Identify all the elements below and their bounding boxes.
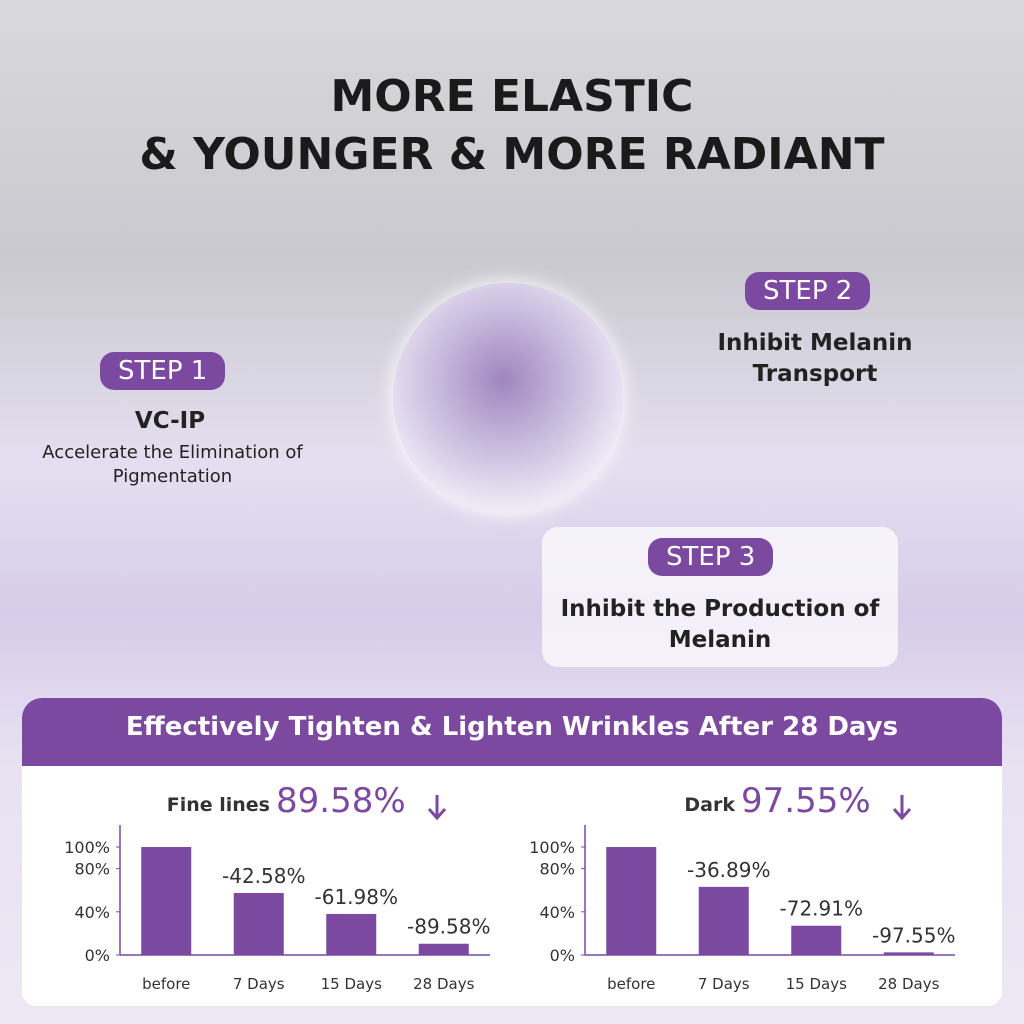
bar — [606, 847, 657, 955]
bar — [326, 913, 377, 955]
bar — [791, 925, 842, 955]
step-title: VC-IP — [134, 408, 206, 434]
bar — [418, 943, 469, 955]
x-tick-label: 28 Days — [878, 975, 939, 993]
bar — [233, 892, 284, 955]
bar — [698, 886, 749, 955]
bar-annotation: -36.89% — [687, 858, 770, 882]
bar-annotation: -42.58% — [222, 864, 305, 888]
bar-annotation: -97.55% — [872, 923, 955, 947]
y-tick-label: 80% — [74, 860, 110, 879]
x-tick-label: 28 Days — [413, 975, 474, 993]
chart-headline: 89.58% — [276, 781, 406, 821]
y-tick-label: 40% — [539, 903, 575, 922]
bar-annotation: -61.98% — [315, 885, 398, 909]
x-tick-label: 7 Days — [233, 975, 285, 993]
step-pill: STEP 2 — [745, 272, 871, 310]
down-arrow — [892, 795, 912, 821]
bar-annotation: -89.58% — [407, 915, 490, 939]
banner — [22, 698, 1002, 768]
chart-title: Fine lines — [167, 794, 270, 816]
y-tick-label: 40% — [74, 903, 110, 922]
x-tick-label: before — [142, 975, 190, 993]
x-tick-label: 7 Days — [698, 975, 750, 993]
headline-line: & YOUNGER & MORE RADIANT — [139, 129, 885, 180]
y-tick-label: 100% — [529, 838, 575, 857]
step-title: Inhibit Melanin Transport — [717, 330, 913, 387]
step-title: Inhibit the Production of Melanin — [560, 596, 880, 653]
chart-title: Dark — [684, 794, 735, 816]
banner-title: Effectively Tighten & Lighten Wrinkles A… — [125, 712, 899, 742]
bar — [883, 952, 934, 955]
y-tick-label: 80% — [539, 860, 575, 879]
x-tick-label: 15 Days — [321, 975, 382, 993]
x-tick-label: before — [607, 975, 655, 993]
step-text: Accelerate the Elimination of Pigmentati… — [42, 442, 303, 487]
headline-line: MORE ELASTIC — [330, 71, 694, 122]
step-pill: STEP 1 — [100, 352, 226, 390]
y-tick-label: 0% — [85, 946, 110, 965]
down-arrow — [427, 795, 447, 821]
bar-annotation: -72.91% — [780, 897, 863, 921]
bar — [141, 847, 192, 955]
y-tick-label: 0% — [550, 946, 575, 965]
step-pill: STEP 3 — [648, 538, 774, 576]
x-tick-label: 15 Days — [786, 975, 847, 993]
y-tick-label: 100% — [64, 838, 110, 857]
headline: MORE ELASTIC & YOUNGER & MORE RADIANT — [0, 68, 1024, 184]
chart-headline: 97.55% — [741, 781, 871, 821]
bubble-illustration — [393, 283, 623, 513]
